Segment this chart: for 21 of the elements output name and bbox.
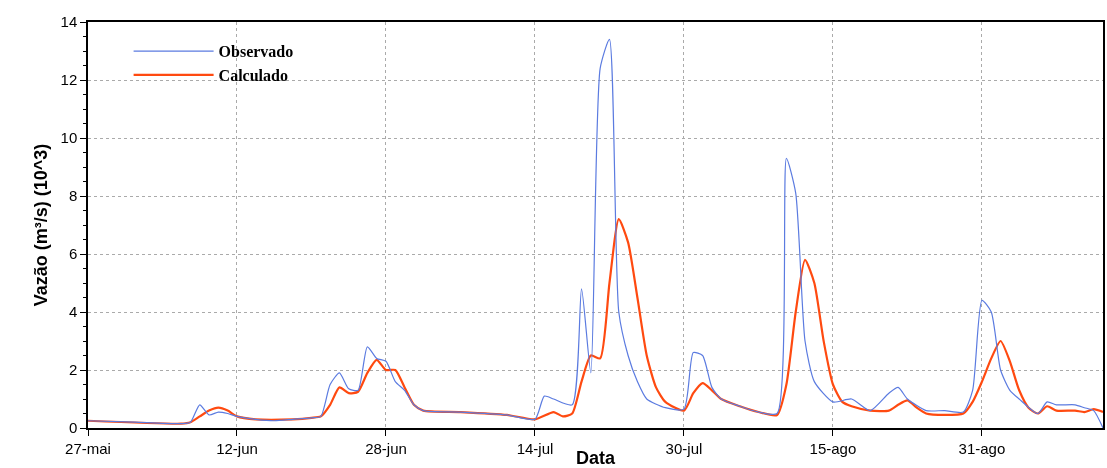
y-tick-label: 12 [60, 71, 78, 89]
line-series [88, 38, 1103, 428]
x-tick-label: 15-ago [809, 439, 857, 457]
y-tick-label: 14 [60, 13, 78, 31]
legend-label: Observado [218, 43, 294, 61]
y-tick-label: 2 [68, 361, 78, 379]
y-tick-label: 0 [68, 419, 78, 437]
y-tick-label: 10 [60, 129, 78, 147]
y-tick-label: 6 [68, 245, 78, 263]
y-axis-title: Vazão (m³/s) (10^3) [31, 143, 52, 307]
legend-label: Calculado [218, 67, 288, 85]
x-tick-label: 31-ago [958, 439, 1006, 457]
y-tick-label: 8 [68, 187, 78, 205]
x-tick-label: 27-mai [65, 439, 111, 457]
x-tick-label: 28-jun [365, 439, 407, 457]
y-tick-label: 4 [68, 303, 78, 321]
x-tick-label: 14-jul [516, 439, 554, 457]
x-tick-label: 30-jul [665, 439, 703, 457]
x-axis-title: Data [575, 448, 616, 468]
x-tick-label: 12-jun [216, 439, 258, 457]
line-series [88, 218, 1103, 425]
